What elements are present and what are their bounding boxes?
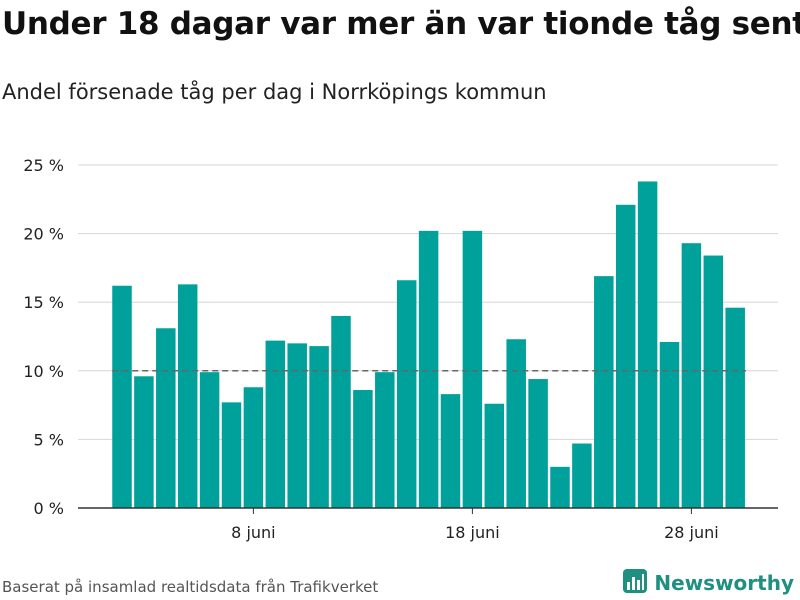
- bar: [177, 284, 198, 508]
- bar: [440, 394, 461, 508]
- x-tick-label: 18 juni: [445, 523, 500, 542]
- bar: [265, 340, 286, 508]
- chart-subtitle: Andel försenade tåg per dag i Norrköping…: [2, 80, 547, 104]
- bar: [594, 276, 614, 508]
- bar: [396, 280, 417, 508]
- y-tick-label: 0 %: [34, 499, 64, 518]
- bar: [331, 315, 351, 508]
- bar: [375, 372, 395, 508]
- bar: [703, 255, 724, 508]
- chart-title: Under 18 dagar var mer än var tionde tåg…: [2, 6, 800, 42]
- y-tick-label: 15 %: [23, 293, 64, 312]
- bar: [637, 181, 658, 508]
- y-tick-label: 25 %: [23, 156, 64, 175]
- y-tick-label: 5 %: [34, 430, 64, 449]
- bar-layer: [112, 181, 745, 509]
- bar: [681, 243, 702, 508]
- bar: [725, 307, 745, 508]
- bar: [199, 372, 220, 508]
- y-tick-label: 10 %: [23, 362, 64, 381]
- bar: [221, 402, 242, 508]
- bar: [309, 346, 329, 508]
- bar: [506, 339, 526, 508]
- bar: [550, 466, 570, 508]
- bar-chart-logo-icon: [622, 568, 648, 598]
- bar: [156, 328, 176, 508]
- source-note: Baserat på insamlad realtidsdata från Tr…: [2, 578, 379, 596]
- bar: [134, 376, 154, 508]
- bar: [353, 390, 373, 508]
- bar: [112, 285, 132, 508]
- x-tick-label: 8 juni: [231, 523, 275, 542]
- bar: [572, 443, 592, 508]
- x-tick-label: 28 juni: [664, 523, 719, 542]
- brand-name: Newsworthy: [654, 571, 794, 595]
- bar: [462, 230, 483, 509]
- bar: [615, 204, 636, 509]
- bar: [659, 341, 680, 508]
- bar: [287, 343, 307, 508]
- bar: [528, 379, 548, 508]
- axis-layer: 0 % 5 % 10 % 15 % 20 % 25 % 8 juni 18 juni 28 ju…: [23, 156, 778, 542]
- y-tick-label: 20 %: [23, 225, 64, 244]
- brand-logo: Newsworthy: [622, 568, 794, 598]
- bar: [418, 230, 439, 509]
- bar: [243, 387, 264, 508]
- bar: [484, 403, 505, 508]
